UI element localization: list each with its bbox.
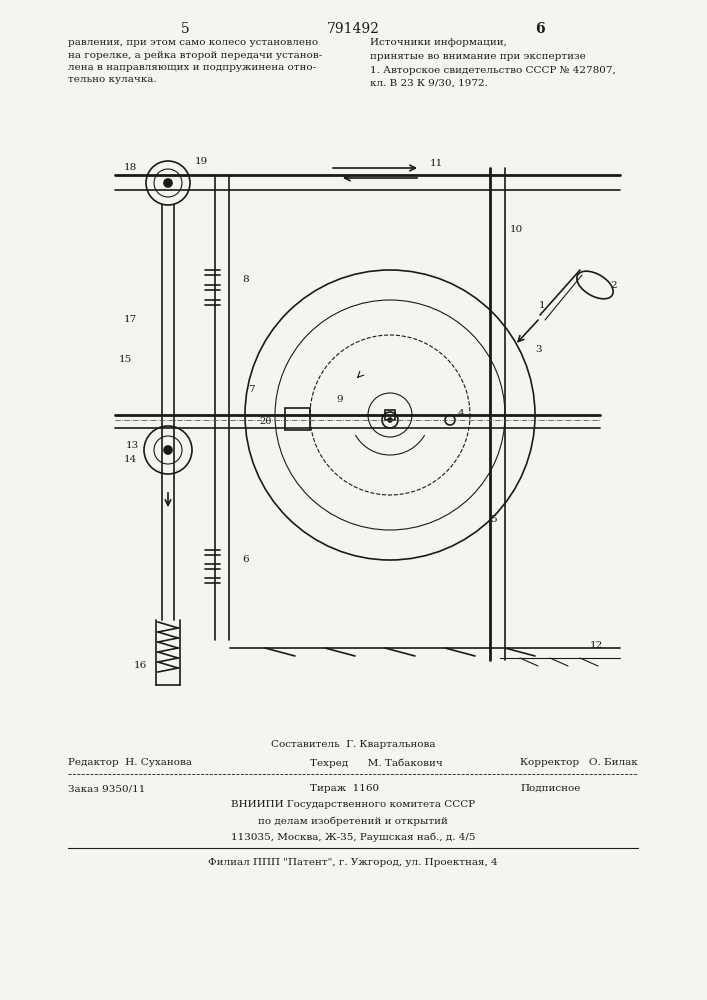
Circle shape: [388, 418, 392, 422]
Text: 1. Авторское свидетельство СССР № 427807,
кл. В 23 К 9/30, 1972.: 1. Авторское свидетельство СССР № 427807…: [370, 66, 616, 88]
Text: 7: 7: [248, 385, 255, 394]
Text: 17: 17: [124, 316, 136, 324]
Text: 11: 11: [430, 158, 443, 167]
Text: 5: 5: [490, 516, 496, 524]
Circle shape: [164, 446, 172, 454]
Text: 4: 4: [458, 408, 464, 418]
Text: 5: 5: [180, 22, 189, 36]
Text: Подписное: Подписное: [520, 784, 580, 793]
Text: 14: 14: [124, 456, 136, 464]
Text: Редактор  Н. Суханова: Редактор Н. Суханова: [68, 758, 192, 767]
Bar: [285, 408, 310, 430]
Text: 2: 2: [610, 280, 617, 290]
Text: 791492: 791492: [327, 22, 380, 36]
Text: 1: 1: [538, 300, 545, 310]
Text: 6: 6: [242, 556, 249, 564]
Text: 13: 13: [125, 440, 139, 450]
Text: 10: 10: [510, 226, 523, 234]
Text: 113035, Москва, Ж-35, Раушская наб., д. 4/5: 113035, Москва, Ж-35, Раушская наб., д. …: [230, 832, 475, 842]
Text: 15: 15: [118, 356, 132, 364]
Text: Заказ 9350/11: Заказ 9350/11: [68, 784, 146, 793]
Text: принятые во внимание при экспертизе: принятые во внимание при экспертизе: [370, 52, 586, 61]
Text: 9: 9: [337, 395, 344, 404]
Text: Корректор   О. Билак: Корректор О. Билак: [520, 758, 638, 767]
Text: 6: 6: [535, 22, 545, 36]
Text: 12: 12: [590, 641, 603, 650]
Circle shape: [164, 179, 172, 187]
Bar: [385, 410, 395, 420]
Text: по делам изобретений и открытий: по делам изобретений и открытий: [258, 816, 448, 826]
Text: Тираж  1160: Тираж 1160: [310, 784, 379, 793]
Text: Составитель  Г. Квартальнова: Составитель Г. Квартальнова: [271, 740, 436, 749]
Text: ВНИИПИ Государственного комитета СССР: ВНИИПИ Государственного комитета СССР: [231, 800, 475, 809]
Text: 20: 20: [259, 418, 272, 426]
Text: 18: 18: [124, 162, 136, 172]
Text: 8: 8: [242, 275, 249, 284]
Text: Филиал ППП "Патент", г. Ужгород, ул. Проектная, 4: Филиал ППП "Патент", г. Ужгород, ул. Про…: [208, 858, 498, 867]
Text: 3: 3: [535, 346, 542, 355]
Text: Техред      М. Табакович: Техред М. Табакович: [310, 758, 443, 768]
Text: 19: 19: [195, 157, 209, 166]
Text: Источники информации,: Источники информации,: [370, 38, 507, 47]
Text: равления, при этом само колесо установлено
на горелке, а рейка второй передачи у: равления, при этом само колесо установле…: [68, 38, 322, 85]
Text: 16: 16: [134, 660, 146, 670]
